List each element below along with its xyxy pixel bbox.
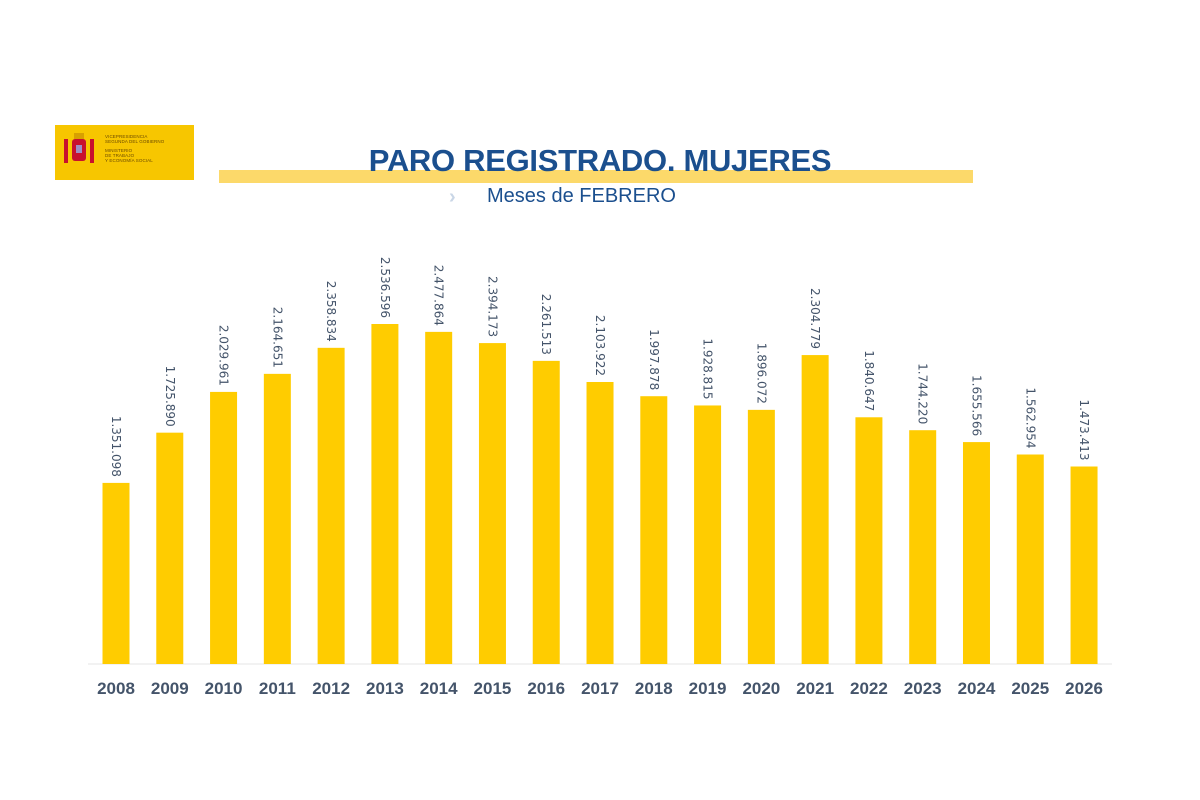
- x-tick-label: 2011: [259, 679, 296, 698]
- logo-line: Y ECONOMÍA SOCIAL: [105, 158, 153, 163]
- bar-2010: [210, 391, 238, 664]
- data-label: 1.997.878: [647, 329, 661, 390]
- bar-2013: [371, 324, 399, 664]
- bar-2018: [640, 396, 668, 664]
- x-tick-label: 2024: [958, 679, 996, 698]
- data-label: 1.725.890: [163, 366, 177, 427]
- coat-of-arms-icon: [64, 133, 94, 163]
- data-label: 1.351.098: [109, 416, 123, 477]
- bar-2012: [317, 347, 345, 664]
- data-label: 1.896.072: [754, 343, 768, 404]
- x-tick-label: 2009: [151, 679, 189, 698]
- x-tick-label: 2017: [581, 679, 619, 698]
- bar-2025: [1016, 454, 1044, 664]
- x-tick-label: 2025: [1011, 679, 1049, 698]
- data-label: 2.394.173: [485, 276, 499, 337]
- data-label: 2.358.834: [324, 281, 338, 342]
- bar-2020: [747, 409, 775, 664]
- logo-line: MINISTERIO: [105, 148, 133, 153]
- logo-line: SEGUNDA DEL GOBIERNO: [105, 139, 165, 144]
- x-tick-label: 2019: [689, 679, 727, 698]
- data-label: 1.744.220: [916, 363, 930, 424]
- x-tick-label: 2018: [635, 679, 673, 698]
- x-tick-label: 2021: [796, 679, 834, 698]
- x-tick-label: 2020: [742, 679, 780, 698]
- logo-text: VICEPRESIDENCIA SEGUNDA DEL GOBIERNO: [105, 134, 164, 144]
- bar-2009: [156, 432, 184, 664]
- data-label: 2.164.651: [270, 307, 284, 368]
- data-label: 2.261.513: [539, 294, 553, 355]
- data-label: 2.536.596: [378, 257, 392, 318]
- bar-2016: [532, 360, 560, 664]
- bar-2019: [694, 405, 722, 664]
- x-tick-label: 2014: [420, 679, 458, 698]
- x-tick-label: 2010: [205, 679, 243, 698]
- data-label: 2.103.922: [593, 315, 607, 376]
- logo-text: MINISTERIO DE TRABAJO Y ECONOMÍA SOCIAL: [105, 148, 153, 163]
- x-tick-label: 2015: [474, 679, 512, 698]
- ministry-logo: VICEPRESIDENCIA SEGUNDA DEL GOBIERNO MINI…: [55, 125, 194, 180]
- data-label: 2.477.864: [432, 265, 446, 326]
- bar-2015: [478, 343, 506, 664]
- chevron-right-icon: ›: [449, 186, 456, 208]
- logo-line: VICEPRESIDENCIA: [105, 134, 148, 139]
- bar-2014: [425, 331, 453, 664]
- x-tick-label: 2023: [904, 679, 942, 698]
- data-label: 1.655.566: [969, 375, 983, 436]
- data-label: 2.304.779: [808, 288, 822, 349]
- data-label: 1.473.413: [1077, 399, 1091, 460]
- bar-2026: [1070, 466, 1098, 664]
- bar-2024: [962, 442, 990, 664]
- x-tick-label: 2022: [850, 679, 888, 698]
- bar-2011: [263, 373, 291, 664]
- x-tick-label: 2008: [97, 679, 135, 698]
- chart-subtitle: Meses de FEBRERO: [487, 185, 676, 207]
- x-tick-label: 2026: [1065, 679, 1103, 698]
- x-tick-label: 2012: [312, 679, 350, 698]
- logo-line: DE TRABAJO: [105, 153, 135, 158]
- bar-2017: [586, 381, 614, 664]
- bar-2021: [801, 355, 829, 664]
- data-label: 2.029.961: [217, 325, 231, 386]
- data-label: 1.562.954: [1023, 387, 1037, 448]
- bar-2008: [102, 482, 130, 664]
- bar-2023: [909, 430, 937, 664]
- data-label: 1.928.815: [701, 338, 715, 399]
- bar-2022: [855, 417, 883, 664]
- x-tick-label: 2016: [527, 679, 565, 698]
- x-tick-label: 2013: [366, 679, 404, 698]
- title-underline: [219, 170, 973, 183]
- data-label: 1.840.647: [862, 350, 876, 411]
- chart-title: PARO REGISTRADO. MUJERES: [368, 143, 832, 178]
